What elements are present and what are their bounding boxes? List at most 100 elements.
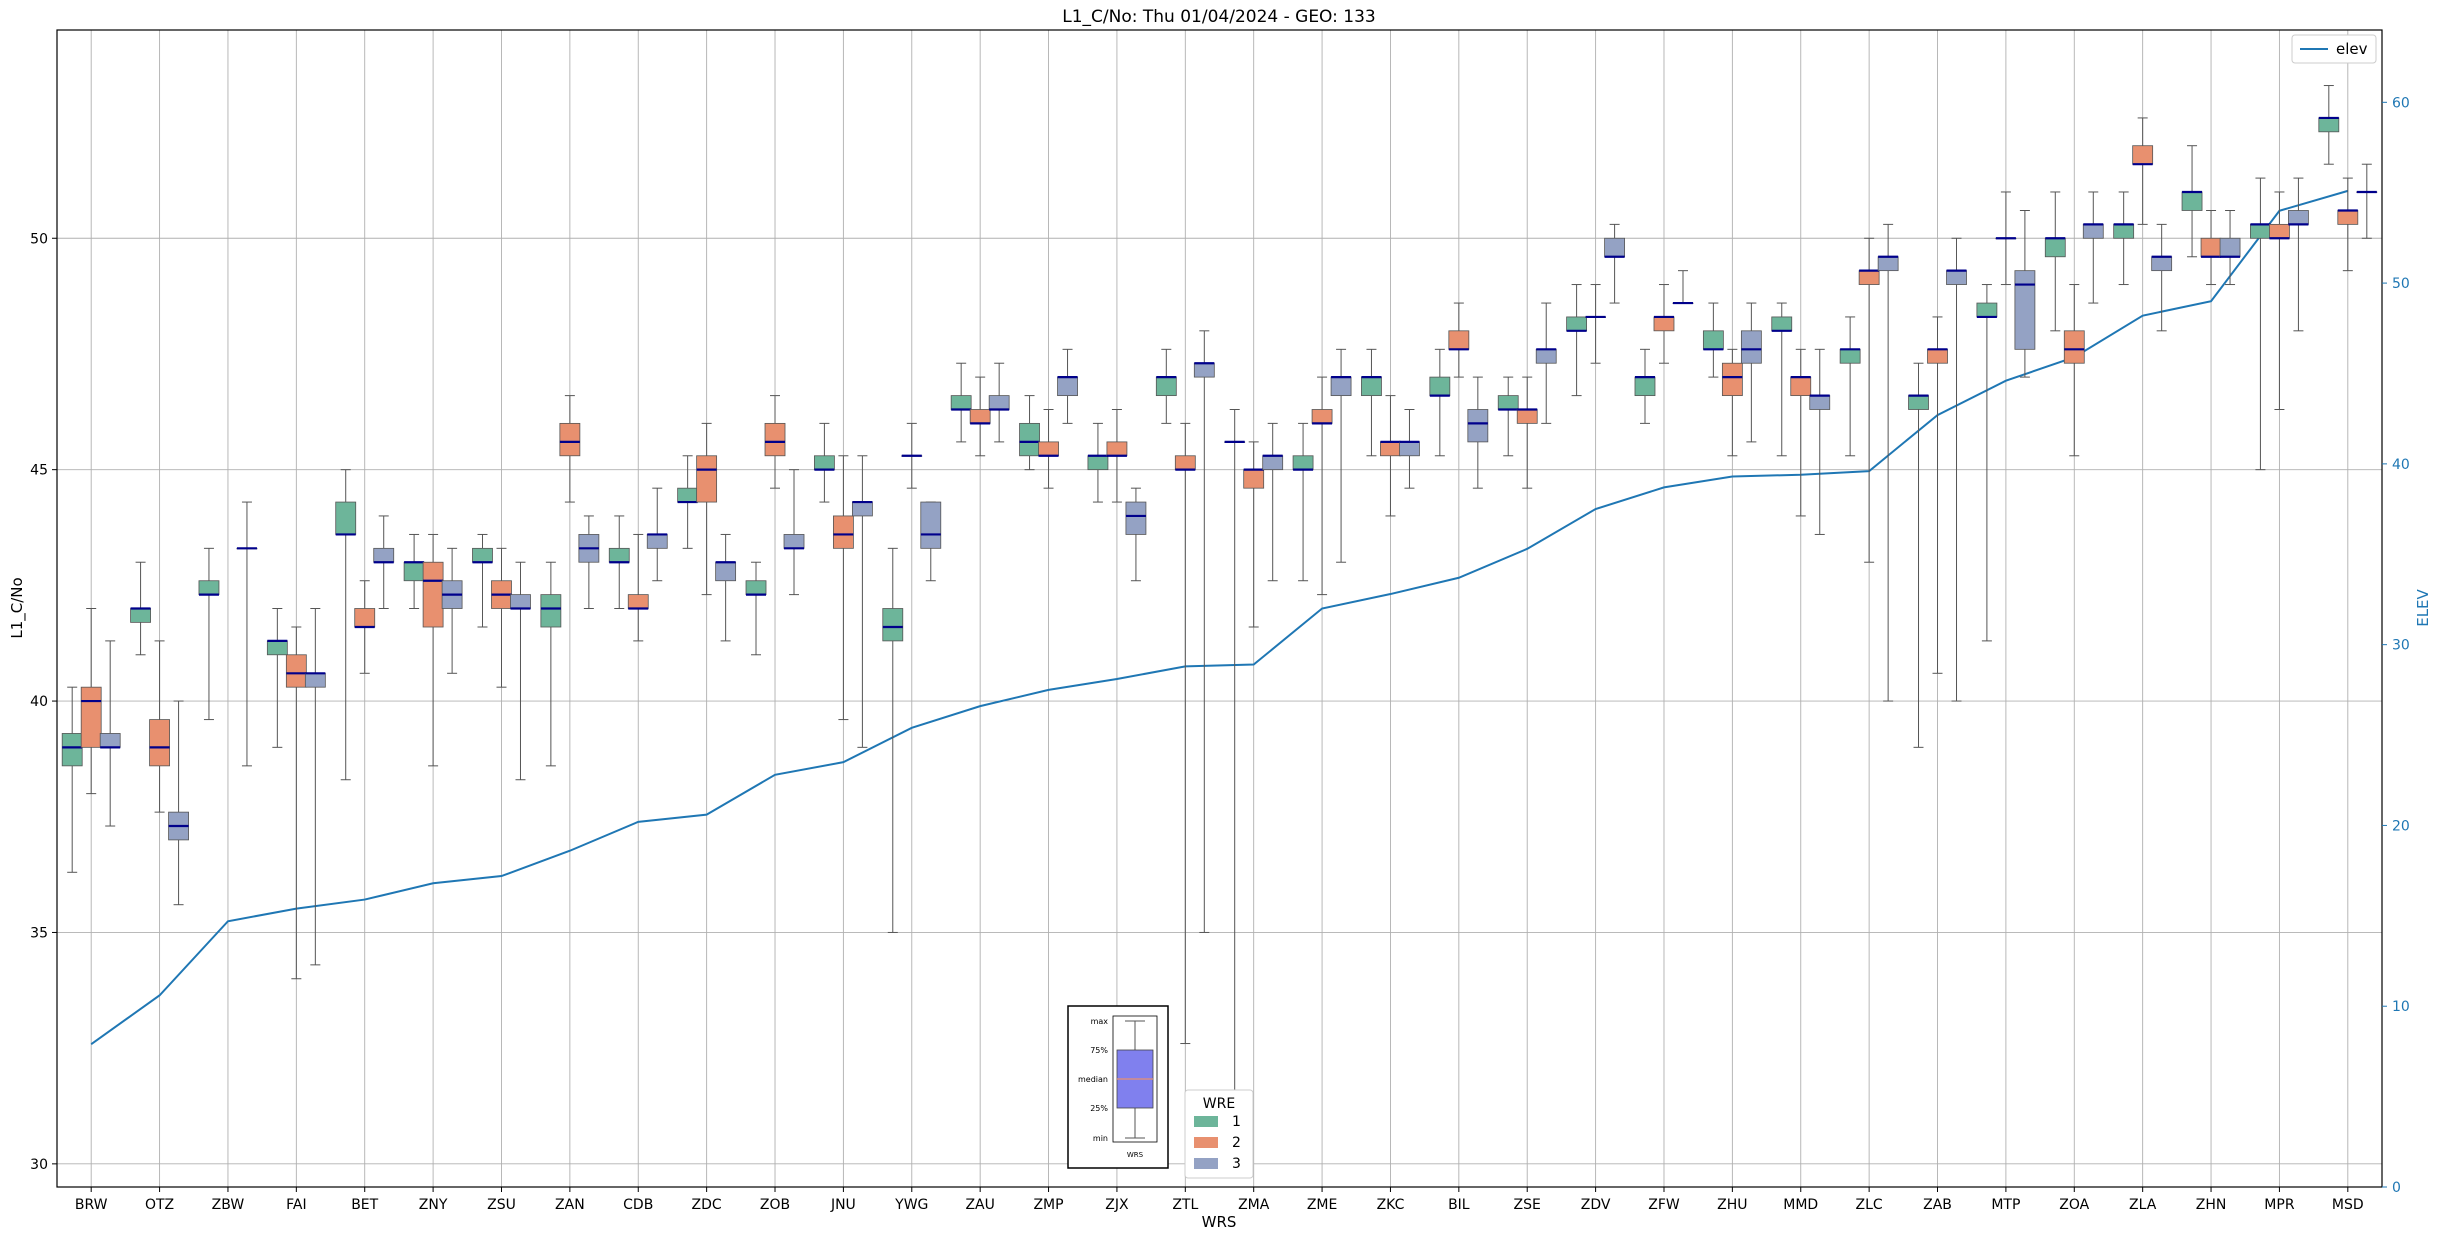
box-wre-3 bbox=[2082, 223, 2104, 239]
box-wre-3 bbox=[1193, 362, 1215, 378]
chart-title: L1_C/No: Thu 01/04/2024 - GEO: 133 bbox=[1062, 7, 1375, 27]
wre-legend-frame bbox=[1184, 1089, 1254, 1179]
box-wre-1 bbox=[1155, 376, 1177, 397]
box-wre-1 bbox=[1429, 376, 1451, 397]
box-wre-2 bbox=[1721, 362, 1743, 397]
inset-label-max: max bbox=[1091, 1017, 1109, 1026]
inset-label-min: min bbox=[1093, 1134, 1108, 1143]
y2-tick-label: 20 bbox=[2392, 818, 2410, 834]
box-wre-1 bbox=[472, 547, 493, 563]
box-wre-1 bbox=[1908, 395, 1929, 410]
x-tick-label: ZOB bbox=[760, 1197, 790, 1213]
x-tick-label: ZMP bbox=[1033, 1197, 1063, 1213]
box-wre-2 bbox=[2132, 145, 2154, 165]
box-wre-2 bbox=[1516, 409, 1538, 424]
box-series bbox=[61, 85, 2378, 1119]
x-tick-label: ZDC bbox=[692, 1197, 722, 1213]
x-tick-label: OTZ bbox=[145, 1197, 174, 1213]
x-tick-label: MPR bbox=[2264, 1197, 2295, 1213]
box-wre-3 bbox=[510, 594, 531, 609]
box-wre-1 bbox=[1497, 395, 1519, 410]
x-tick-label: BIL bbox=[1448, 1197, 1470, 1213]
box-wre-3 bbox=[920, 501, 942, 549]
x-tick-label: ZNY bbox=[419, 1197, 448, 1213]
box-wre-3 bbox=[1467, 409, 1489, 443]
box-wre-3 bbox=[1262, 455, 1284, 471]
x-tick-label: ZTL bbox=[1172, 1197, 1198, 1213]
box-wre-3 bbox=[1604, 237, 1626, 258]
y-tick-label: 30 bbox=[30, 1157, 48, 1173]
box-wre-3 bbox=[1877, 256, 1899, 272]
y2-tick-label: 10 bbox=[2392, 999, 2410, 1015]
y-axis-left: 30 35 40 45 50 bbox=[30, 231, 57, 1173]
box-wre-1 bbox=[950, 395, 972, 410]
inset-label-75: 75% bbox=[1090, 1046, 1108, 1055]
box-wre-1 bbox=[677, 487, 699, 503]
box-wre-1 bbox=[1292, 455, 1314, 471]
x-tick-label: ZSU bbox=[487, 1197, 516, 1213]
y-tick-label: 40 bbox=[30, 694, 48, 710]
box-wre-2 bbox=[764, 422, 786, 457]
box-wre-2 bbox=[1038, 441, 1059, 457]
box-wre-1 bbox=[403, 561, 425, 582]
y-axis-right: 0 10 20 30 40 50 60 bbox=[2382, 95, 2410, 1196]
inset-label-median: median bbox=[1078, 1075, 1108, 1084]
box-wre-1 bbox=[335, 501, 357, 535]
box-wre-3 bbox=[1946, 270, 1967, 285]
x-tick-label: ZSE bbox=[1514, 1197, 1541, 1213]
box-wre-1 bbox=[1702, 330, 1724, 350]
box-wre-2 bbox=[149, 719, 170, 767]
y-tick-label: 35 bbox=[30, 925, 48, 941]
box-wre-1 bbox=[2113, 223, 2135, 239]
box-wre-2 bbox=[1790, 376, 1812, 397]
box-wre-1 bbox=[2250, 223, 2271, 239]
box-wre-2 bbox=[1448, 330, 1470, 350]
box-wre-2 bbox=[2269, 223, 2290, 239]
box-wre-3 bbox=[1740, 330, 1762, 364]
box-wre-1 bbox=[1839, 348, 1861, 364]
x-tick-label: ZME bbox=[1307, 1197, 1338, 1213]
x-tick-label: ZAU bbox=[965, 1197, 994, 1213]
x-tick-label: BRW bbox=[75, 1197, 108, 1213]
x-tick-label: ZJX bbox=[1105, 1197, 1129, 1213]
x-axis-label: WRS bbox=[1202, 1213, 1237, 1231]
elev-line bbox=[90, 189, 2349, 1045]
wre-legend-swatch-1 bbox=[1194, 1116, 1218, 1127]
wre-legend-label-3: 3 bbox=[1232, 1156, 1241, 1172]
box-wre-3 bbox=[1125, 501, 1147, 535]
x-tick-label: FAI bbox=[286, 1197, 306, 1213]
box-wre-2 bbox=[1243, 469, 1265, 489]
box-wre-1 bbox=[130, 608, 151, 623]
box-wre-1 bbox=[1087, 455, 1109, 471]
y2-tick-label: 0 bbox=[2392, 1180, 2401, 1196]
box-wre-1 bbox=[198, 580, 220, 596]
y2-axis-label: ELEV bbox=[2414, 588, 2432, 626]
box-wre-3 bbox=[304, 672, 326, 688]
x-tick-label: YWG bbox=[894, 1197, 928, 1213]
x-tick-label: ZHN bbox=[2196, 1197, 2227, 1213]
box-wre-3 bbox=[1535, 348, 1557, 364]
wre-legend-swatch-2 bbox=[1194, 1137, 1218, 1148]
x-axis: BRW OTZ ZBW FAI BET ZNY ZSU ZAN CDB ZDC ZOB JNU YWG Z… bbox=[75, 1187, 2364, 1213]
box-wre-1 bbox=[882, 608, 904, 642]
x-tick-label: ZFW bbox=[1648, 1197, 1680, 1213]
y2-tick-label: 50 bbox=[2392, 276, 2410, 292]
x-tick-label: ZDV bbox=[1581, 1197, 1611, 1213]
y-tick-label: 45 bbox=[30, 463, 48, 479]
wre-legend: WRE 1 2 3 bbox=[1184, 1089, 1254, 1179]
x-tick-label: ZLC bbox=[1856, 1197, 1883, 1213]
box-wre-2 bbox=[1858, 270, 1880, 285]
x-tick-label: CDB bbox=[623, 1197, 653, 1213]
box-wre-3 bbox=[2151, 256, 2173, 272]
box-key-inset: max 75% median 25% min WRS bbox=[1067, 1005, 1169, 1169]
y2-tick-label: 40 bbox=[2392, 457, 2410, 473]
elev-legend: elev bbox=[2291, 34, 2377, 64]
x-tick-label: JNU bbox=[830, 1197, 856, 1213]
box-wre-3 bbox=[715, 561, 737, 582]
y2-tick-label: 60 bbox=[2392, 95, 2410, 111]
box-wre-3 bbox=[1057, 376, 1078, 397]
x-tick-label: MSD bbox=[2332, 1197, 2364, 1213]
box-wre-2 bbox=[80, 686, 102, 748]
box-wre-3 bbox=[2219, 237, 2241, 258]
